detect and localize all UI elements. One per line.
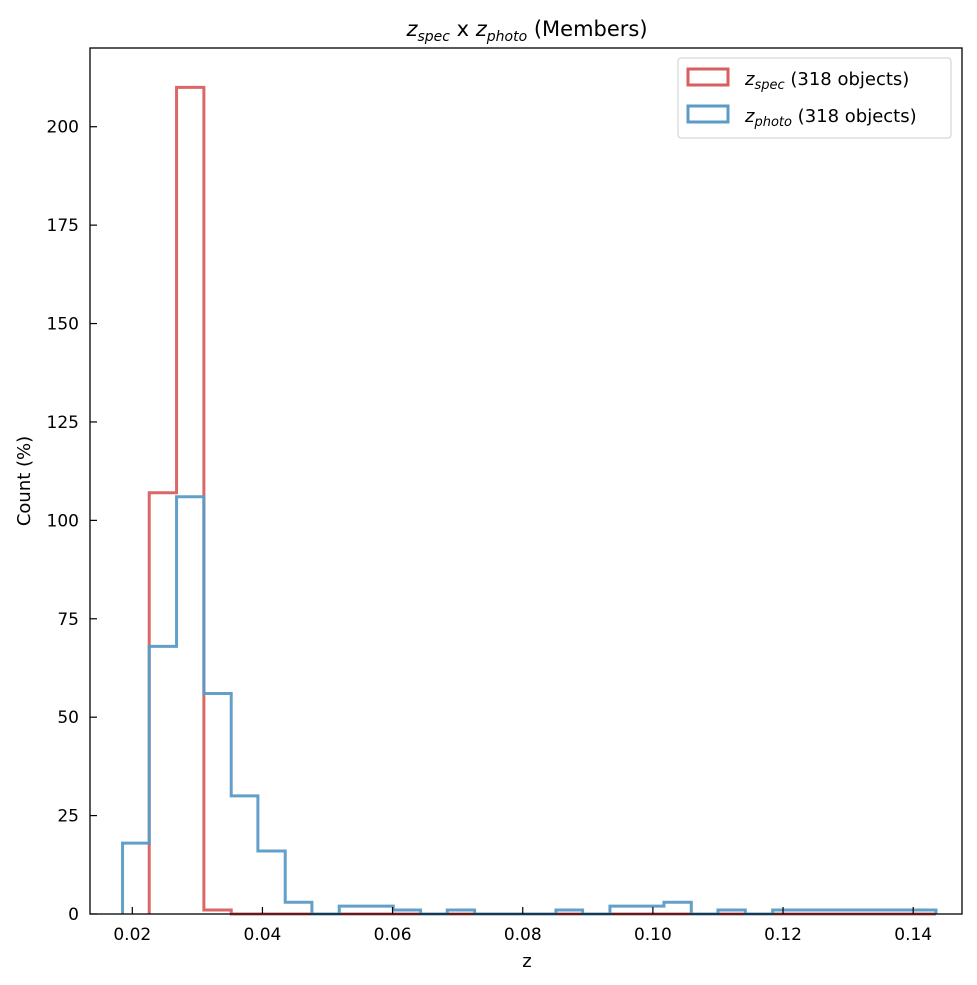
title-separator: x <box>450 17 476 41</box>
title-var-a: z <box>405 17 418 41</box>
y-tick-label: 0 <box>68 905 79 925</box>
y-tick-label: 125 <box>47 413 79 433</box>
y-tick-label: 75 <box>57 610 79 630</box>
x-tick-label: 0.10 <box>634 925 672 945</box>
x-tick-label: 0.04 <box>244 925 282 945</box>
x-tick-label: 0.02 <box>113 925 151 945</box>
legend-swatch-photo <box>686 104 730 124</box>
y-tick-label: 100 <box>47 511 79 531</box>
y-tick-label: 150 <box>47 315 79 335</box>
title-sub-b: photo <box>486 29 527 45</box>
y-axis-label: Count (%) <box>14 436 35 526</box>
title-sub-a: spec <box>417 29 450 45</box>
y-axis-ticks: 0 25 50 75 100 125 150 175 200 <box>47 118 97 925</box>
y-tick-label: 25 <box>57 807 79 827</box>
legend-swatch-spec <box>686 67 730 87</box>
y-tick-label: 50 <box>57 708 79 728</box>
plot-frame <box>89 47 963 915</box>
y-tick-label: 200 <box>47 118 79 138</box>
legend: zspec (318 objects) zphoto (318 objects) <box>677 57 952 139</box>
title-var-b: z <box>475 17 488 41</box>
x-axis-ticks: 0.02 0.04 0.06 0.08 0.10 0.12 0.14 <box>113 907 932 945</box>
y-tick-label: 175 <box>47 216 79 236</box>
chart-title: zspec x zphoto (Members) <box>405 17 647 45</box>
x-tick-label: 0.08 <box>504 925 542 945</box>
x-tick-label: 0.14 <box>894 925 932 945</box>
x-tick-label: 0.06 <box>374 925 412 945</box>
x-tick-label: 0.12 <box>764 925 802 945</box>
x-axis-label: z <box>522 951 531 972</box>
title-suffix: (Members) <box>527 17 647 41</box>
legend-entry-spec: zspec (318 objects) <box>744 69 909 93</box>
legend-box <box>677 57 952 139</box>
legend-entry-photo: zphoto (318 objects) <box>744 106 917 130</box>
histogram-series-0 <box>147 85 936 916</box>
